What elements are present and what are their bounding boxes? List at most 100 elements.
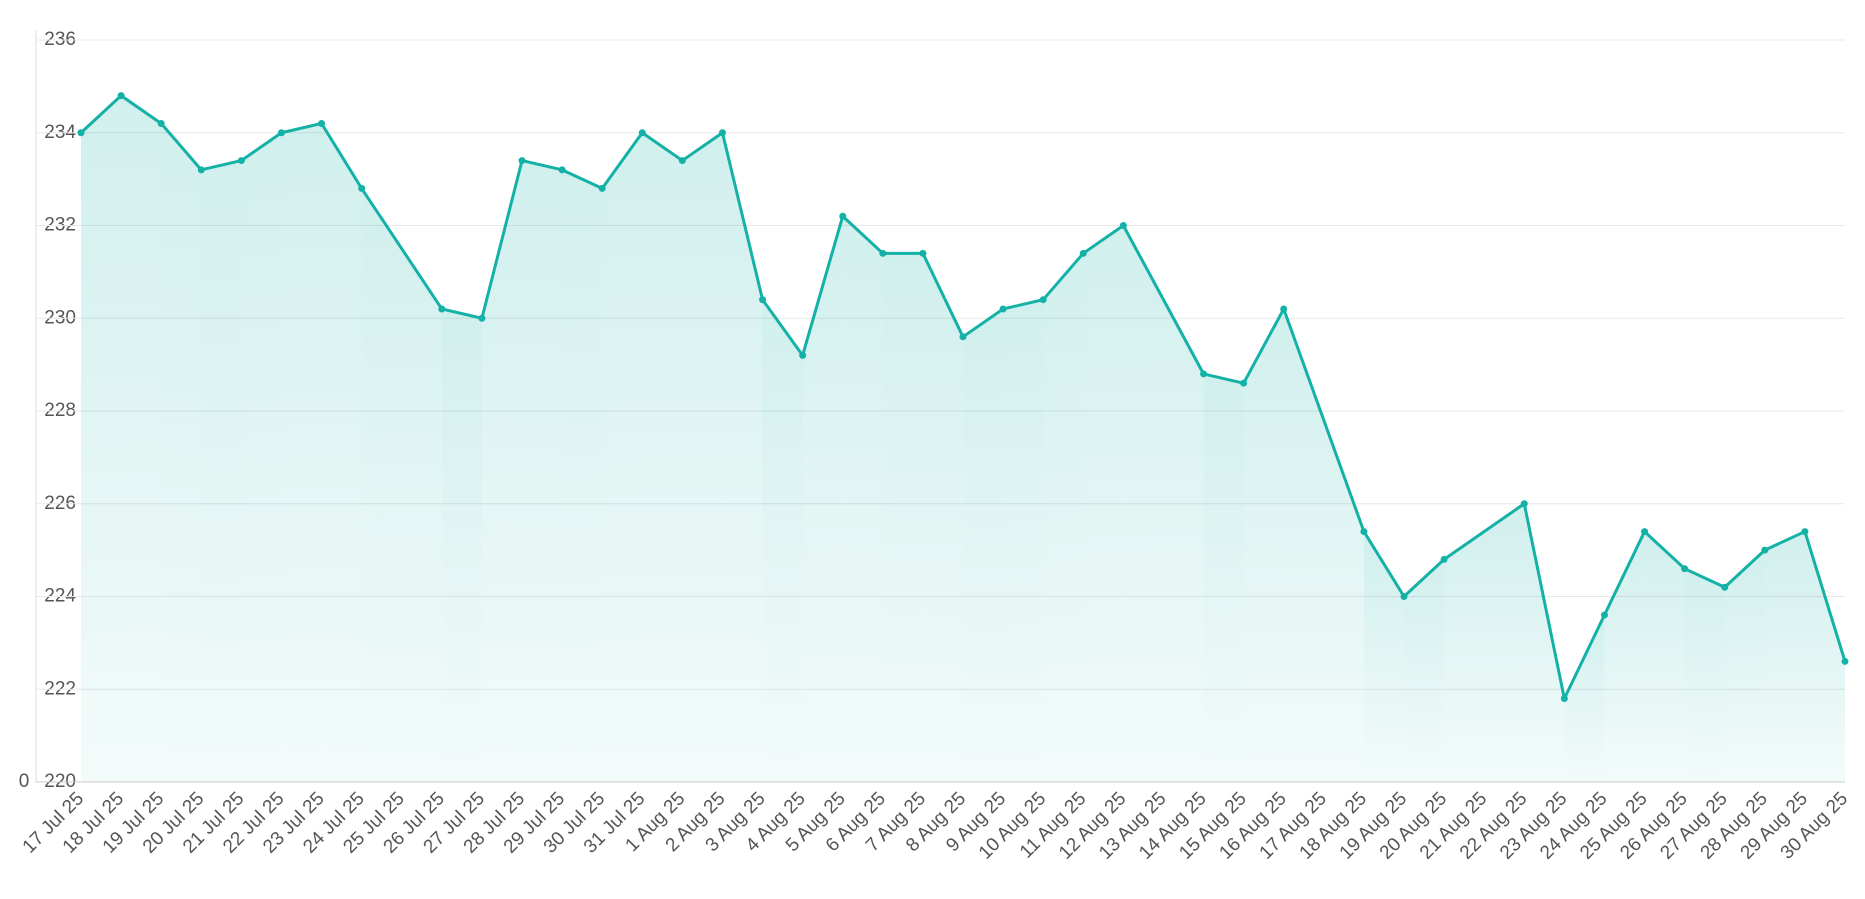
point bbox=[157, 119, 165, 127]
area-segment bbox=[1444, 503, 1525, 782]
line-segment bbox=[320, 121, 364, 190]
area-segment bbox=[361, 188, 442, 782]
point bbox=[678, 157, 686, 165]
line-segment bbox=[761, 298, 805, 357]
point bbox=[999, 305, 1007, 313]
area-segment bbox=[281, 123, 322, 783]
point bbox=[1360, 528, 1368, 536]
point bbox=[1240, 379, 1248, 387]
area-segment bbox=[441, 308, 482, 782]
area-segment bbox=[882, 253, 923, 782]
area-segment bbox=[321, 123, 362, 783]
point bbox=[1079, 249, 1087, 257]
area-segment bbox=[682, 132, 723, 782]
point bbox=[1681, 565, 1689, 573]
point bbox=[237, 157, 245, 165]
point bbox=[598, 184, 606, 192]
area-segment bbox=[963, 308, 1004, 782]
area-segment bbox=[1604, 531, 1645, 782]
line-segment bbox=[841, 214, 885, 255]
point bbox=[1641, 528, 1649, 536]
point bbox=[839, 212, 847, 220]
point bbox=[1200, 370, 1208, 378]
point bbox=[1440, 555, 1448, 563]
area-segment bbox=[1644, 531, 1685, 782]
line-segment bbox=[1562, 613, 1606, 701]
area-segment bbox=[1243, 308, 1284, 782]
line-segment bbox=[600, 131, 644, 190]
area-segment bbox=[922, 253, 963, 782]
line-segment bbox=[921, 251, 965, 339]
point bbox=[919, 249, 927, 257]
line-segment bbox=[1202, 372, 1246, 385]
area-segment bbox=[562, 169, 603, 783]
line-segment bbox=[1362, 530, 1406, 598]
point bbox=[1400, 593, 1408, 600]
point bbox=[1520, 500, 1528, 508]
line-segment bbox=[1121, 224, 1206, 376]
area-segment bbox=[201, 160, 242, 782]
area-segment bbox=[522, 160, 563, 782]
line-segment bbox=[79, 94, 123, 135]
point bbox=[558, 166, 566, 174]
area-segment bbox=[161, 123, 202, 783]
area-segment bbox=[642, 132, 683, 782]
area-segment bbox=[1003, 299, 1044, 782]
line-segment bbox=[560, 168, 604, 190]
line-segment bbox=[239, 131, 283, 163]
line-segment bbox=[961, 307, 1005, 339]
area-segment bbox=[121, 95, 162, 782]
point bbox=[197, 166, 205, 174]
line-segment bbox=[1643, 530, 1687, 571]
line-segment bbox=[801, 214, 845, 357]
area-segment bbox=[762, 299, 803, 782]
area-segment bbox=[81, 95, 122, 782]
area-segment bbox=[241, 132, 282, 782]
line-segment bbox=[520, 159, 564, 172]
line-segment bbox=[720, 131, 765, 302]
point bbox=[1721, 583, 1729, 591]
line-segment bbox=[1442, 502, 1526, 561]
line-segment bbox=[680, 131, 724, 163]
area-segment bbox=[1043, 253, 1084, 782]
line-segment bbox=[1763, 530, 1807, 552]
area-segment bbox=[802, 216, 843, 783]
area-segment bbox=[1564, 615, 1605, 782]
point bbox=[117, 92, 125, 100]
line-segment bbox=[1602, 530, 1647, 617]
point bbox=[718, 129, 726, 137]
point bbox=[1801, 528, 1809, 536]
point bbox=[478, 314, 486, 322]
area-segment bbox=[1363, 531, 1404, 782]
line-segment bbox=[1242, 307, 1286, 385]
area-segment bbox=[1203, 373, 1244, 782]
area-segment bbox=[481, 160, 522, 782]
area-segment bbox=[1404, 559, 1445, 782]
point bbox=[358, 184, 366, 192]
line-segment bbox=[440, 307, 484, 320]
area-segment bbox=[1283, 308, 1364, 782]
point bbox=[1841, 657, 1849, 665]
point bbox=[1560, 695, 1568, 703]
point bbox=[1039, 296, 1047, 304]
point bbox=[1761, 546, 1769, 554]
line-segment bbox=[1081, 224, 1125, 255]
line-segment bbox=[1282, 307, 1366, 534]
line-segment bbox=[1522, 502, 1566, 701]
point bbox=[959, 333, 967, 341]
line-segment bbox=[1723, 548, 1767, 589]
area-segment bbox=[602, 132, 643, 782]
point bbox=[759, 296, 767, 304]
area-segment bbox=[1524, 503, 1565, 782]
point bbox=[318, 119, 326, 127]
line-segment bbox=[1402, 557, 1446, 598]
axis-annotation: 0 bbox=[19, 771, 30, 792]
area-segment bbox=[722, 132, 763, 782]
point bbox=[1119, 222, 1127, 229]
point bbox=[638, 129, 646, 137]
line-segment bbox=[640, 131, 684, 163]
point bbox=[77, 129, 85, 137]
line-segment bbox=[119, 94, 163, 125]
line-segment bbox=[1683, 567, 1727, 589]
